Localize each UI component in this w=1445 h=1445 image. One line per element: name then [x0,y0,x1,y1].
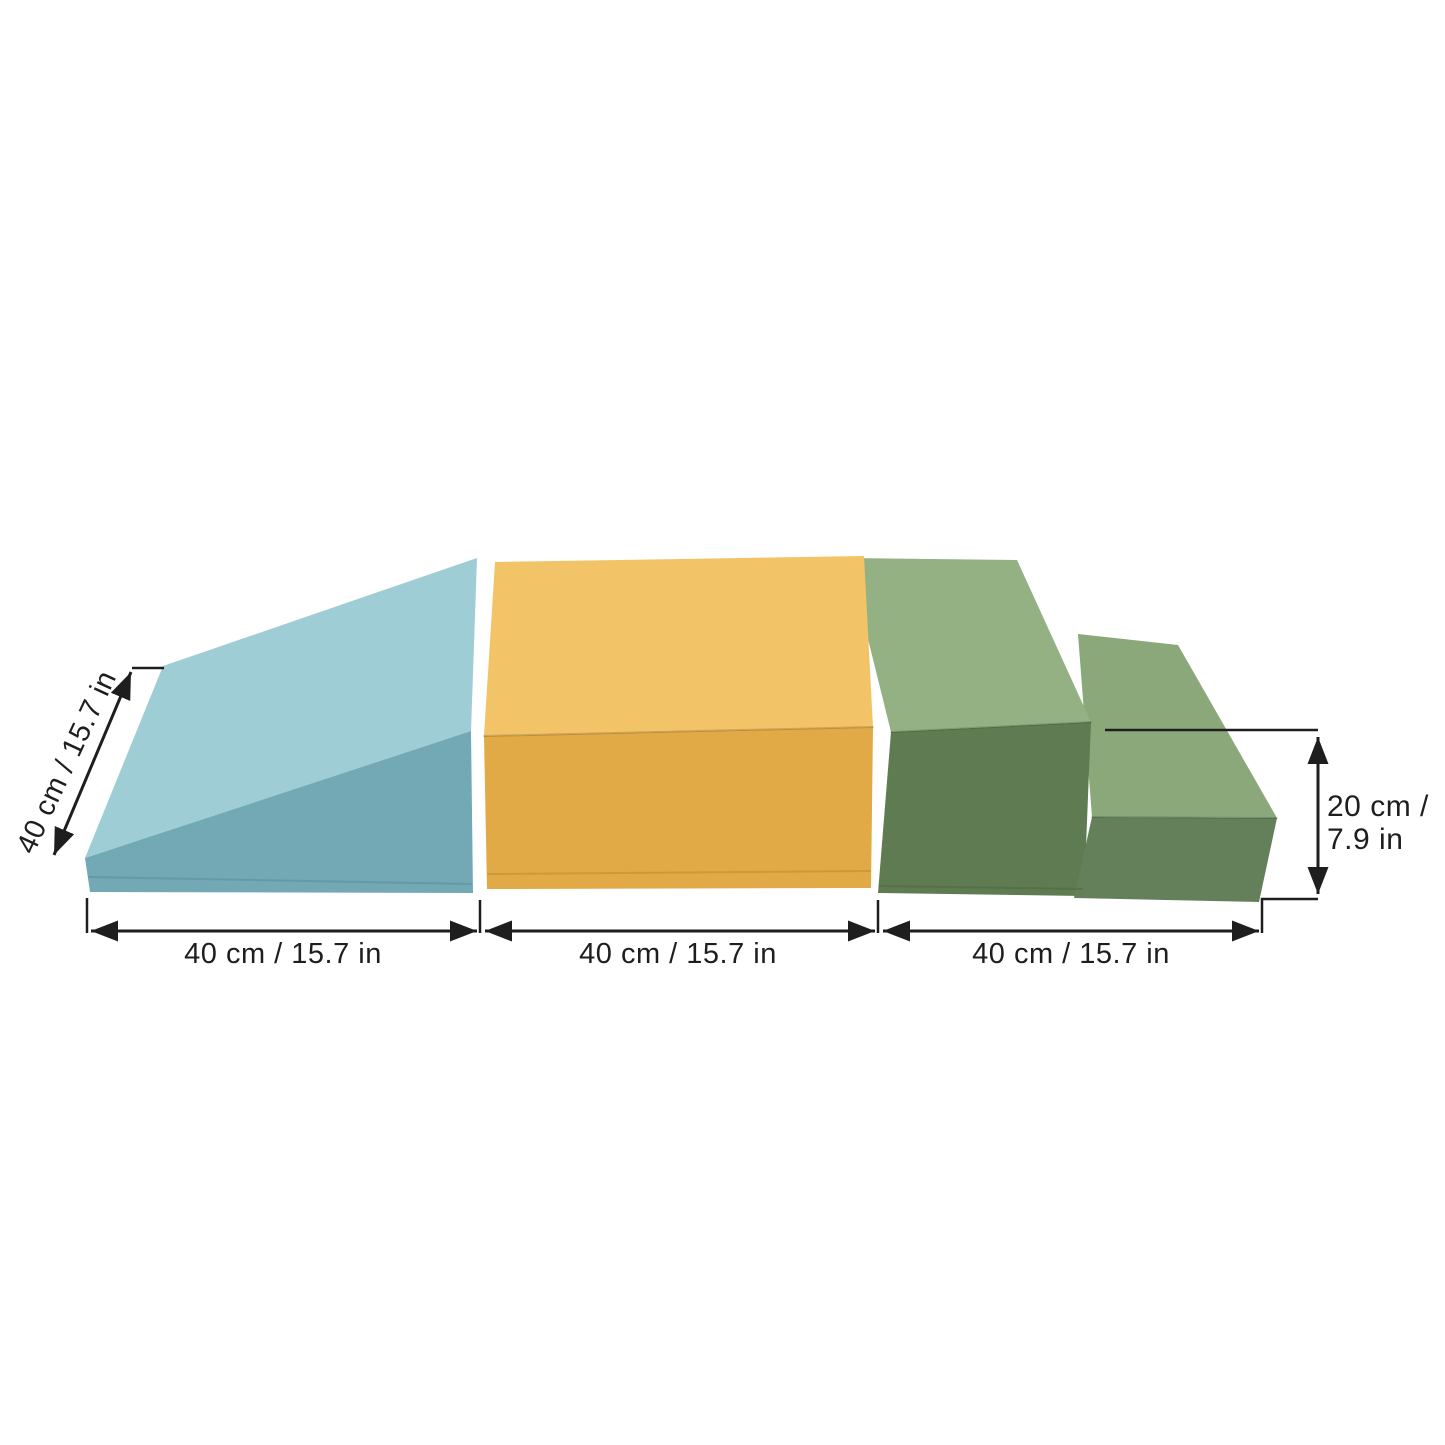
ramp-seam [88,876,472,885]
step-height-label-line1: 20 cm / [1327,790,1429,823]
block-seams [88,721,1278,890]
step-upper-front-face [878,722,1091,896]
step-lower-top-face [1078,634,1277,818]
step-block [848,558,1277,902]
cube-fold-edge [483,726,874,737]
step-lower-fold-edge [1091,816,1278,819]
slope-dimension-arrow [52,671,133,856]
cube-seam [487,870,871,875]
cube-width-label: 40 cm / 15.7 in [579,938,777,970]
ramp-width-label: 40 cm / 15.7 in [184,938,382,970]
step-height-label-line2: 7.9 in [1327,823,1403,856]
width-tick-right-l-shape [1260,897,1318,933]
ramp-block [85,558,477,893]
step-lower-front-face [1074,817,1277,902]
foam-blocks [85,556,1278,902]
step-upper-seam [879,885,1083,890]
dimension-lines [52,666,1329,942]
cube-block [484,556,873,889]
ramp-front-face [85,731,473,893]
step-width-label: 40 cm / 15.7 in [972,938,1170,970]
cube-top-face [484,556,873,736]
cube-front-face [484,727,873,889]
step-upper-top-face [848,558,1091,732]
step-upper-fold-edge [890,721,1092,733]
ramp-slope-face [85,558,477,858]
